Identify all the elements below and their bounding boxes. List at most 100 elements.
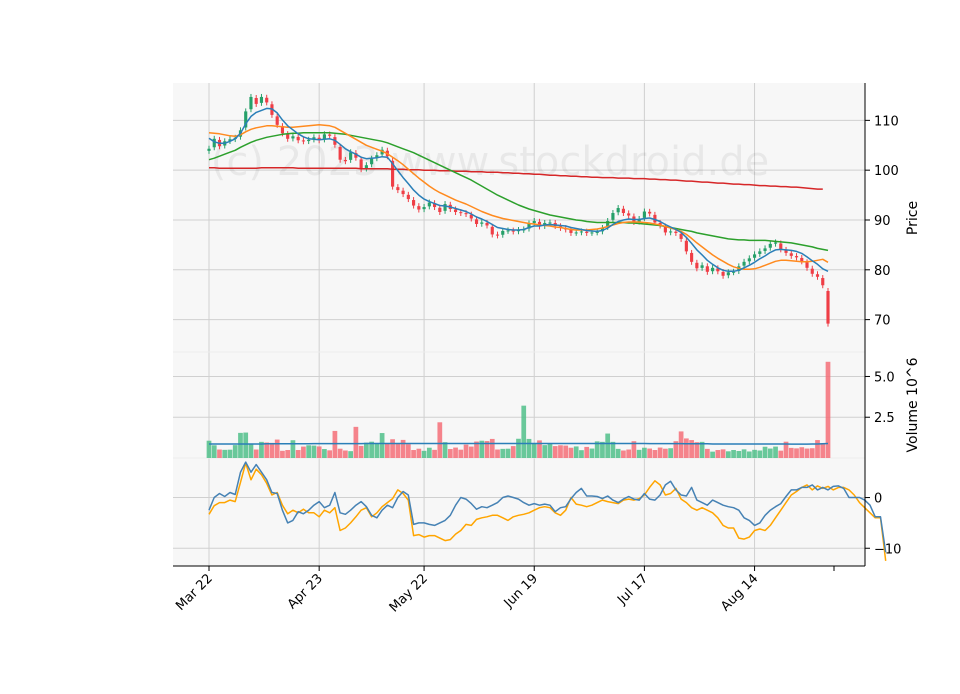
- candle-body: [364, 165, 368, 169]
- volume-bar: [736, 450, 742, 458]
- candle-body: [569, 229, 573, 233]
- candle-body: [627, 213, 631, 216]
- price-y-tick-label: 110: [874, 114, 899, 129]
- volume-bar: [458, 449, 464, 458]
- volume-bar: [348, 451, 353, 458]
- x-tick-label: Mar 22: [173, 571, 216, 614]
- volume-bar: [505, 448, 511, 458]
- candle-body: [784, 249, 788, 253]
- candle-body: [396, 187, 400, 191]
- candle-body: [815, 274, 820, 277]
- candle-body: [380, 149, 384, 155]
- ma-mid-line: [208, 124, 829, 271]
- volume-bar: [206, 440, 212, 458]
- candle-body: [653, 214, 657, 223]
- volume-bar: [353, 426, 359, 458]
- volume-bar: [405, 444, 411, 458]
- candle-body: [275, 116, 279, 125]
- candle-body: [732, 271, 736, 273]
- candle-body: [637, 218, 641, 222]
- volume-bar: [369, 441, 374, 458]
- volume-bar: [358, 445, 364, 458]
- price-y-tick-label: 80: [874, 264, 891, 279]
- volume-bar: [274, 439, 280, 458]
- candle-body: [322, 134, 326, 140]
- volume-bar: [259, 441, 264, 458]
- price-y-tick-label: 100: [874, 164, 899, 179]
- volume-bar: [500, 448, 506, 458]
- x-tick-label: Aug 14: [718, 571, 761, 614]
- candle-body: [212, 138, 216, 148]
- volume-bar: [825, 361, 831, 458]
- volume-bar: [794, 448, 799, 458]
- volume-bar: [395, 443, 401, 458]
- volume-bar: [699, 441, 705, 458]
- candle-body: [611, 213, 615, 220]
- volume-bar: [731, 450, 736, 458]
- candle-body: [705, 266, 709, 272]
- volume-bar: [558, 445, 563, 458]
- candle-body: [810, 268, 814, 274]
- price-axis-label: Price: [905, 201, 921, 235]
- candle-body: [690, 252, 694, 262]
- volume-bar: [374, 443, 380, 458]
- volume-bar: [815, 440, 820, 458]
- volume-bar: [762, 446, 768, 458]
- volume-bar: [322, 449, 327, 458]
- volume-bar: [211, 445, 217, 458]
- volume-bar: [343, 450, 348, 458]
- candle-body: [721, 271, 725, 276]
- candle-body: [616, 208, 620, 213]
- volume-bar: [217, 449, 222, 458]
- candle-body: [464, 213, 468, 215]
- volume-bar: [379, 433, 385, 458]
- volume-bar: [631, 441, 637, 458]
- volume-bar: [652, 450, 658, 458]
- volume-bar: [715, 450, 721, 458]
- volume-bar: [757, 450, 763, 458]
- candle-body: [501, 230, 505, 235]
- volume-bar: [290, 440, 296, 458]
- volume-bar: [327, 450, 333, 458]
- candle-body: [726, 272, 730, 276]
- oscillator-signal-line: [208, 462, 887, 561]
- candle-body: [296, 136, 300, 141]
- x-tick-label: May 22: [387, 571, 431, 615]
- candle-body: [674, 231, 678, 233]
- volume-bar: [232, 445, 238, 458]
- volume-y-tick-label: 2.5: [874, 411, 895, 426]
- volume-bar: [474, 441, 479, 458]
- candle-body: [485, 222, 489, 226]
- candle-body: [600, 227, 605, 232]
- volume-bar: [605, 433, 611, 458]
- candle-body: [752, 254, 757, 258]
- volume-bar: [741, 449, 747, 458]
- volume-bar: [788, 447, 794, 458]
- volume-bar: [668, 448, 673, 458]
- volume-bar: [526, 438, 532, 458]
- price-y-tick-label: 90: [874, 214, 891, 229]
- candle-body: [422, 207, 426, 210]
- candle-body: [474, 219, 479, 224]
- volume-bar: [642, 447, 647, 458]
- candle-body: [821, 278, 825, 286]
- candle-body: [648, 211, 652, 214]
- volume-bar: [306, 445, 312, 458]
- watermark: (c) 2023 www.stockdroid.de: [211, 139, 769, 185]
- candle-body: [794, 256, 799, 258]
- volume-bar: [238, 432, 243, 458]
- volume-bar: [285, 450, 291, 458]
- candle-body: [574, 232, 578, 234]
- volume-bar: [542, 445, 548, 458]
- candle-body: [669, 231, 673, 233]
- candle-body: [375, 155, 379, 159]
- volume-bar: [416, 448, 422, 458]
- volume-bar: [227, 449, 233, 458]
- volume-bar: [563, 445, 569, 458]
- candle-body: [249, 96, 253, 110]
- volume-bar: [694, 442, 700, 458]
- candle-body: [758, 251, 762, 254]
- volume-bar: [725, 451, 731, 458]
- candle-body: [679, 233, 683, 239]
- volume-bar: [746, 451, 752, 458]
